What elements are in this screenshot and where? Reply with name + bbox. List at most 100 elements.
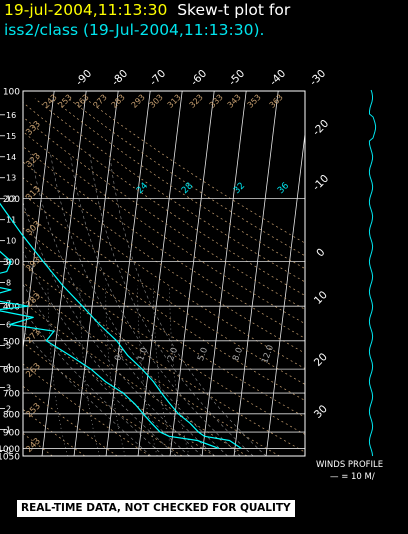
dry-adiabat-line xyxy=(23,263,305,453)
mixing-ratio-line xyxy=(79,285,100,456)
height-tick-label: 9 xyxy=(6,258,11,267)
top-temp-label: -90 xyxy=(74,68,95,89)
mixing-ratio-line xyxy=(47,285,68,456)
pressure-tick-label: 600 xyxy=(3,366,20,376)
height-tick-label: 16 xyxy=(6,111,16,120)
chart-header: 19-jul-2004,11:13:30 Skew-t plot for iss… xyxy=(4,0,404,40)
dry-adiabat-label: 293 xyxy=(130,93,147,110)
mixing-ratio-line xyxy=(137,285,158,456)
pressure-tick-label: 1000 xyxy=(0,445,20,455)
isotherm-line xyxy=(265,130,305,456)
pressure-tick-label: 700 xyxy=(3,390,20,400)
dry-adiabat-line xyxy=(23,116,305,310)
dry-adiabat-line xyxy=(23,245,305,435)
winds-profile-label: WINDS PROFILE xyxy=(316,460,384,470)
wet-bulb-label: 32 xyxy=(232,181,247,196)
plot-frame xyxy=(22,90,306,457)
mixing-ratio-label: 2.0 xyxy=(166,346,180,362)
dewpoint-profile xyxy=(0,250,220,449)
height-tick-label: 7 xyxy=(6,300,11,309)
mixing-ratio-line xyxy=(105,285,126,456)
right-temp-label: 30 xyxy=(312,403,330,421)
dry-adiabat-line xyxy=(34,98,305,283)
dry-adiabat-line xyxy=(23,177,305,369)
mixing-ratio-label: 8.0 xyxy=(231,346,245,362)
height-tick-label: 1 xyxy=(6,425,11,434)
dry-adiabat-label: 253 xyxy=(57,93,74,110)
dry-adiabat-label: 273 xyxy=(92,93,109,110)
dry-adiabat-label: 333 xyxy=(208,93,225,110)
dry-adiabat-label: 323 xyxy=(24,151,43,170)
dry-adiabat-label: 253 xyxy=(24,401,43,420)
height-tick-label: 15 xyxy=(6,132,16,141)
dry-adiabat-line xyxy=(23,193,305,385)
right-temp-label: -20 xyxy=(311,118,332,139)
wet-bulb-label: 36 xyxy=(276,181,291,196)
dry-adiabat-label: 363 xyxy=(268,93,285,110)
pressure-tick-label: 900 xyxy=(3,429,20,439)
mixing-ratio-label: 12.0 xyxy=(260,344,276,365)
height-tick-label: 2 xyxy=(6,404,11,413)
height-tick-label: 10 xyxy=(6,237,16,246)
height-tick-label: 8 xyxy=(6,279,11,288)
isotherm-line xyxy=(105,91,151,456)
dry-adiabat-label: 263 xyxy=(74,93,91,110)
top-temp-label: -40 xyxy=(268,68,289,89)
winds-scale-label: — = 10 M/ xyxy=(330,472,375,482)
wet-bulb-label: 24 xyxy=(135,181,150,196)
wet-bulb-label: 28 xyxy=(180,181,195,196)
pressure-tick-label: 800 xyxy=(3,410,20,420)
height-tick-label: 12 xyxy=(6,195,16,204)
dry-adiabat-line xyxy=(23,282,280,456)
dry-adiabat-line xyxy=(23,146,305,339)
dry-adiabat-label: 303 xyxy=(24,219,43,238)
top-temp-label: -70 xyxy=(148,68,169,89)
right-temp-label: 0 xyxy=(314,246,327,259)
height-tick-label: 3 xyxy=(6,384,11,393)
top-temp-label: -80 xyxy=(110,68,131,89)
isotherm-line xyxy=(137,91,183,456)
isotherm-line xyxy=(73,91,119,456)
dry-adiabat-line xyxy=(23,102,305,296)
dry-adiabat-line xyxy=(23,385,118,456)
dry-adiabat-label: 343 xyxy=(226,93,243,110)
height-tick-label: 6 xyxy=(6,321,11,330)
dry-adiabat-label: 283 xyxy=(110,93,127,110)
isotherm-line xyxy=(233,91,279,456)
dry-adiabat-label: 313 xyxy=(24,184,43,203)
right-temp-label: -10 xyxy=(311,173,332,194)
isotherm-line xyxy=(169,91,215,456)
top-temp-label: -50 xyxy=(227,68,248,89)
moist-adiabat-line xyxy=(69,153,241,456)
isotherm-line xyxy=(201,91,247,456)
height-tick-label: 14 xyxy=(6,153,16,162)
diagram-grid xyxy=(0,91,305,456)
pressure-tick-label: 1050 xyxy=(0,453,20,463)
mixing-ratio-label: 1.0 xyxy=(136,346,150,362)
right-temp-label: 10 xyxy=(312,289,330,307)
height-tick-label: 4 xyxy=(6,363,11,372)
mixing-ratio-line xyxy=(169,285,190,456)
moist-adiabat-line xyxy=(30,153,216,456)
mixing-ratio-label: 5.0 xyxy=(196,346,210,362)
chart-subtitle: iss2/class (19-Jul-2004,11:13:30). xyxy=(4,21,265,39)
chart-title: Skew-t plot for xyxy=(177,1,291,19)
dry-adiabat-label: 353 xyxy=(246,93,263,110)
top-temp-label: -60 xyxy=(189,68,210,89)
mixing-ratio-label: 0.4 xyxy=(113,346,127,362)
pressure-tick-label: 100 xyxy=(3,88,20,98)
dry-adiabat-line xyxy=(23,131,305,325)
dry-adiabat-label: 243 xyxy=(42,93,59,110)
dry-adiabat-label: 333 xyxy=(24,119,43,138)
pressure-tick-label: 500 xyxy=(3,337,20,347)
dry-adiabat-line xyxy=(23,342,183,456)
winds-profile-trace xyxy=(368,89,377,457)
isotherm-line xyxy=(0,91,22,456)
height-tick-label: 5 xyxy=(6,342,11,351)
dry-adiabat-label: 273 xyxy=(24,327,43,346)
dry-adiabat-line xyxy=(23,210,305,401)
pressure-tick-label: 200 xyxy=(3,195,20,205)
dry-adiabat-line xyxy=(23,227,305,418)
isotherm-line xyxy=(23,91,55,353)
